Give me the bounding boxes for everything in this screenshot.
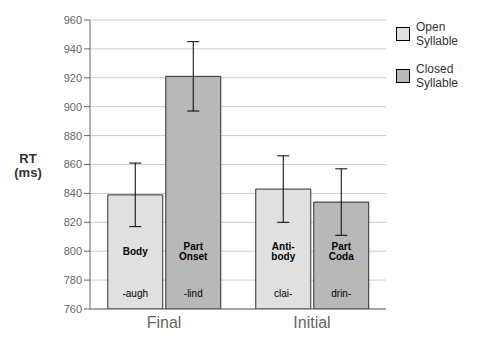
svg-text:840: 840 xyxy=(64,187,82,199)
svg-text:Anti-body: Anti-body xyxy=(271,241,295,262)
svg-text:drin-: drin- xyxy=(331,288,351,299)
svg-text:Initial: Initial xyxy=(293,314,330,331)
svg-text:clai-: clai- xyxy=(274,288,292,299)
svg-text:880: 880 xyxy=(64,130,82,142)
svg-text:860: 860 xyxy=(64,158,82,170)
svg-text:820: 820 xyxy=(64,216,82,228)
svg-text:920: 920 xyxy=(64,72,82,84)
svg-text:PartCoda: PartCoda xyxy=(329,241,354,262)
svg-text:800: 800 xyxy=(64,245,82,257)
svg-text:780: 780 xyxy=(64,274,82,286)
svg-text:-lind: -lind xyxy=(184,288,203,299)
svg-text:760: 760 xyxy=(64,303,82,315)
html-text:Open Syllable: Open Syllable xyxy=(416,20,458,48)
svg-text:PartOnset: PartOnset xyxy=(179,241,208,262)
svg-text:RT(ms): RT(ms) xyxy=(14,150,41,179)
svg-text:940: 940 xyxy=(64,43,82,55)
svg-text:900: 900 xyxy=(64,101,82,113)
svg-text:Body: Body xyxy=(123,246,148,257)
svg-text:960: 960 xyxy=(64,14,82,26)
svg-text:Final: Final xyxy=(147,314,182,331)
html-text:Closed Syllable: Closed Syllable xyxy=(416,62,458,90)
svg-text:-augh: -augh xyxy=(122,288,148,299)
